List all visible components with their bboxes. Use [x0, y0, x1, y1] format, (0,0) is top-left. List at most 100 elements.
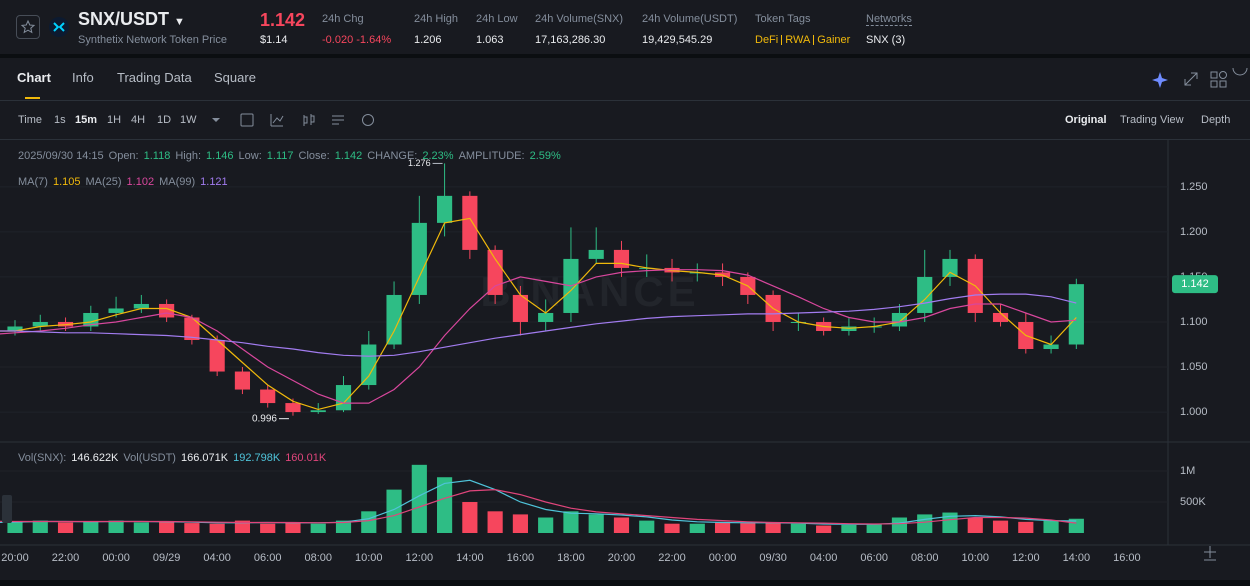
- interval[interactable]: 1H: [107, 114, 122, 126]
- volume-bar: [942, 512, 958, 533]
- interval[interactable]: 15m: [75, 114, 98, 126]
- header: SNX/USDT ▼ Synthetix Network Token Price…: [0, 0, 1250, 54]
- interval[interactable]: Time: [18, 114, 43, 126]
- volume-bar: [462, 502, 478, 533]
- candle-body: [32, 321, 48, 327]
- candle-body: [917, 276, 933, 313]
- candle-body: [7, 326, 23, 331]
- volume-bar: [361, 511, 377, 533]
- legend-label: High:: [175, 150, 202, 162]
- legend-label: Low:: [238, 150, 262, 162]
- subtitle[interactable]: Synthetix Network Token Price: [78, 34, 227, 46]
- volume-bar: [133, 522, 149, 533]
- volume-bar: [917, 514, 933, 533]
- x-tick-label: 20:00: [1, 552, 29, 564]
- tags-label: Token Tags: [755, 13, 811, 25]
- x-tick-label: 08:00: [911, 552, 939, 564]
- volume-bar: [765, 522, 781, 533]
- stat-value: 17,163,286.30: [535, 34, 606, 46]
- candle-body: [1068, 284, 1084, 345]
- collapse-icon[interactable]: [1232, 68, 1248, 76]
- tab[interactable]: Square: [214, 70, 256, 85]
- dropdown[interactable]: [212, 118, 220, 122]
- tab[interactable]: Trading Data: [117, 70, 192, 85]
- volume-bar: [386, 489, 402, 533]
- pair[interactable]: SNX/USDT ▼: [78, 9, 185, 29]
- price-tag-bg: [1172, 275, 1218, 294]
- indicator-icon[interactable]: [270, 114, 284, 127]
- x-tick-label: 08:00: [304, 552, 332, 564]
- vol-tick-label: 500K: [1180, 496, 1206, 508]
- volume-bar: [790, 523, 806, 533]
- price-tag: 1.142: [1181, 278, 1209, 290]
- volume-bar: [866, 523, 882, 533]
- legend-label: Open:: [108, 150, 139, 162]
- scroll-button[interactable]: [2, 495, 12, 523]
- ma-value: 1.121: [200, 176, 228, 188]
- volume-bar: [714, 521, 731, 533]
- volume-bar: [891, 517, 908, 533]
- vol-value: 166.071K: [180, 452, 229, 464]
- ai-icon[interactable]: [1152, 72, 1168, 88]
- expand-icon[interactable]: [1184, 72, 1198, 86]
- view-option[interactable]: Depth: [1201, 114, 1231, 126]
- options-icon[interactable]: [362, 114, 374, 126]
- x-tick-label: 16:00: [507, 552, 535, 564]
- candle-body: [613, 249, 630, 268]
- stat-label: 24h Low: [476, 13, 518, 25]
- vol-ma-value: 160.01K: [285, 452, 327, 464]
- networks-label: Networks: [866, 13, 912, 26]
- volume-bar: [967, 517, 983, 533]
- view-option[interactable]: Trading View: [1120, 114, 1184, 126]
- candle-body: [310, 410, 326, 413]
- volume-bar: [689, 523, 705, 533]
- settings-icon[interactable]: [332, 115, 344, 125]
- tab[interactable]: Info: [72, 70, 94, 85]
- volume-bar: [740, 523, 756, 533]
- volume-bar: [512, 514, 528, 533]
- vol-ma-line: [0, 488, 1077, 525]
- x-tick-label: 04:00: [810, 552, 838, 564]
- volume-bar: [613, 517, 630, 533]
- candle-body: [462, 195, 478, 250]
- x-tick-label: 22:00: [658, 552, 686, 564]
- tab[interactable]: Chart: [17, 70, 51, 85]
- networks-value: SNX (3): [866, 34, 906, 46]
- token-logo: [49, 17, 69, 37]
- legend-value: 1.117: [266, 150, 294, 162]
- interval[interactable]: 1D: [157, 114, 172, 126]
- interval[interactable]: 1W: [180, 114, 197, 126]
- reset-icon: [1204, 546, 1216, 561]
- calendar-icon[interactable]: [240, 113, 254, 127]
- interval[interactable]: 4H: [131, 114, 146, 126]
- volume-bar: [1018, 521, 1034, 533]
- x-tick-label: 00:00: [709, 552, 737, 564]
- ma-value: 1.102: [126, 176, 155, 188]
- interval[interactable]: 1s: [54, 114, 66, 126]
- volume-bar: [32, 520, 48, 533]
- candle-icon[interactable]: [303, 114, 315, 126]
- stat-label: 24h High: [414, 13, 459, 25]
- vol-ma-value: 192.798K: [233, 452, 281, 464]
- layout-icon[interactable]: [1219, 71, 1227, 79]
- candle-body: [437, 195, 453, 223]
- candle-body: [1043, 344, 1059, 350]
- vol-tick-label: 1M: [1180, 465, 1195, 477]
- x-tick-label: 10:00: [355, 552, 383, 564]
- candle-body: [891, 312, 908, 327]
- x-tick-label: 12:00: [1012, 552, 1040, 564]
- favorite[interactable]: [16, 15, 40, 39]
- volume-bar: [841, 524, 857, 533]
- stat-value: 19,429,545.29: [642, 34, 713, 46]
- pair-text: SNX/USDT: [78, 9, 170, 29]
- view-option[interactable]: Original: [1065, 114, 1107, 126]
- legend-label: Close:: [298, 150, 330, 162]
- vol-label: Vol(SNX):: [18, 452, 67, 464]
- volume-bar: [992, 520, 1009, 533]
- tags: DeFi RWA Gainer: [755, 34, 850, 46]
- volume-bar: [487, 511, 503, 533]
- chart: BINANCE1.0001.0501.1001.1501.2001.250500…: [0, 140, 1250, 564]
- candle-body: [234, 371, 251, 390]
- volume-bar: [664, 523, 680, 533]
- volume-bar: [209, 523, 225, 533]
